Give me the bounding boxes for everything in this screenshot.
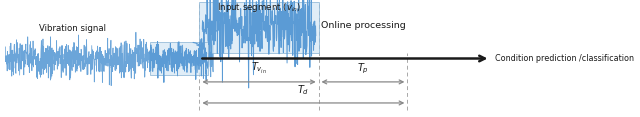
FancyBboxPatch shape — [200, 2, 319, 53]
FancyBboxPatch shape — [150, 42, 208, 75]
Text: Online processing: Online processing — [321, 21, 405, 30]
Text: $T_d$: $T_d$ — [297, 83, 310, 97]
Text: Input segment ($v_{in}$): Input segment ($v_{in}$) — [217, 1, 301, 14]
Text: $T_p$: $T_p$ — [357, 62, 369, 76]
Text: Condition prediction /classification: Condition prediction /classification — [495, 54, 634, 63]
Text: Vibration signal: Vibration signal — [38, 24, 106, 33]
Text: $T_{v_{in}}$: $T_{v_{in}}$ — [251, 61, 267, 76]
